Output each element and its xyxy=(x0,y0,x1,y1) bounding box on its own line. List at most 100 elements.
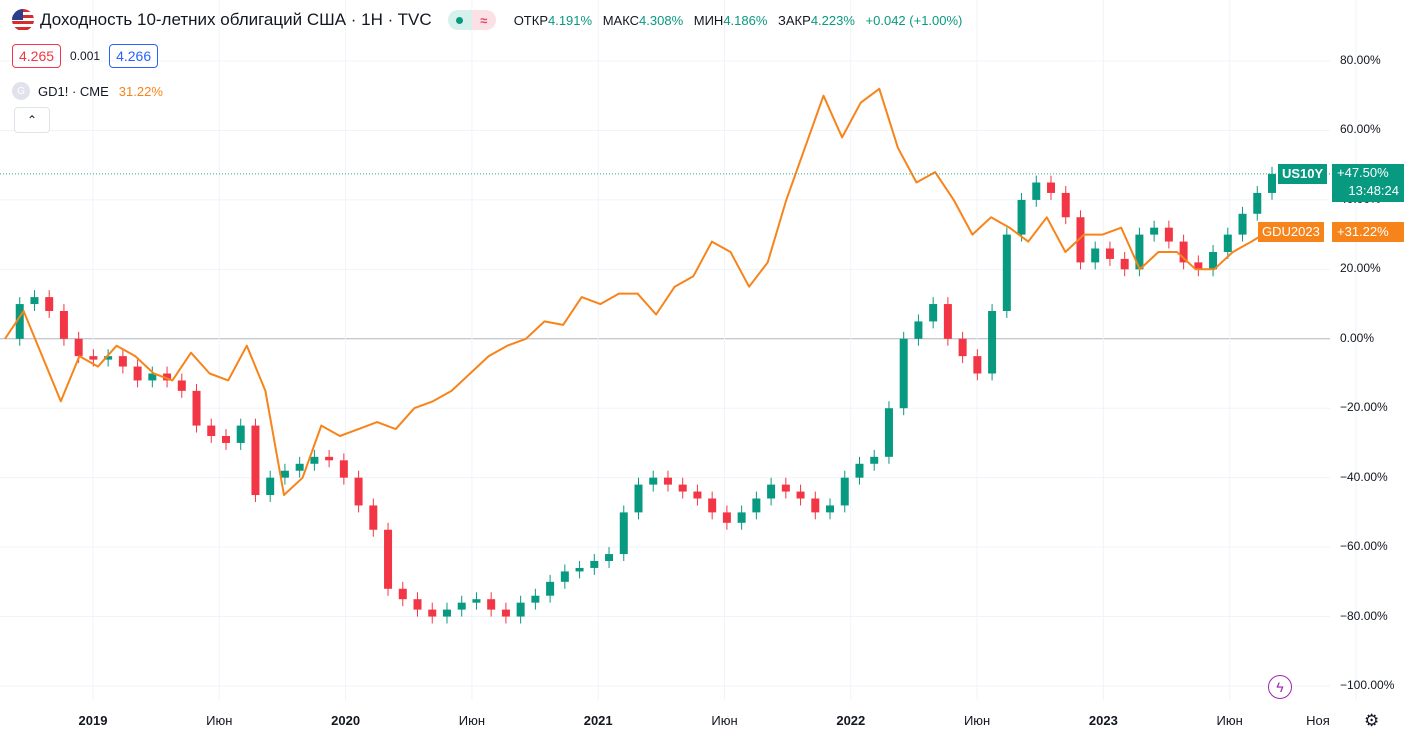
candle-body xyxy=(45,297,54,311)
candle-body xyxy=(958,338,967,357)
candle-body xyxy=(1164,227,1173,242)
change-value: +0.042 (+1.00%) xyxy=(865,12,963,28)
candle-body xyxy=(855,463,864,478)
time-axis-label: 2023 xyxy=(1088,713,1118,728)
wave-icon: ≈ xyxy=(471,10,496,30)
gdu-symbol-tag: GDU2023 xyxy=(1258,222,1324,242)
price-axis-label: −40.00% xyxy=(1340,469,1388,484)
price-axis-label: 20.00% xyxy=(1340,261,1381,276)
collapse-legend-button[interactable]: ⌃ xyxy=(14,107,50,133)
price-axis-label: 60.00% xyxy=(1340,122,1381,137)
chevron-up-icon: ⌃ xyxy=(26,113,38,127)
candle-body xyxy=(1061,192,1070,218)
grid-lines xyxy=(0,0,1357,700)
price-axis-label: −100.00% xyxy=(1340,678,1395,692)
us10y-symbol-tag: US10Y xyxy=(1278,164,1328,184)
gdu-value-tag: +31.22% xyxy=(1332,222,1404,242)
candle-body xyxy=(1209,251,1218,270)
candle-body xyxy=(546,581,555,596)
candle-body xyxy=(1105,248,1114,259)
candle-body xyxy=(1223,234,1232,252)
compare-symbol-logo: G xyxy=(12,82,30,100)
open-label: ОТКР xyxy=(513,12,548,28)
candle-body xyxy=(15,304,24,339)
buy-button[interactable]: 4.266 xyxy=(109,44,159,68)
candle-body xyxy=(840,477,849,506)
candle-body xyxy=(177,380,186,391)
candle-body xyxy=(1002,234,1011,311)
candle-body xyxy=(148,373,157,381)
candle-body xyxy=(1268,173,1276,193)
price-axis-label: −20.00% xyxy=(1340,400,1388,415)
candle-body xyxy=(1238,213,1247,235)
time-axis-label: 2019 xyxy=(78,713,108,728)
time-axis-label: 2021 xyxy=(583,713,613,728)
candle-body xyxy=(943,304,952,339)
us-flag-icon xyxy=(12,9,34,31)
candle-body xyxy=(575,567,584,572)
candle-body xyxy=(899,338,908,409)
candle-body xyxy=(1032,182,1041,200)
candle-body xyxy=(192,390,201,426)
gear-icon[interactable]: ⚙ xyxy=(1364,711,1379,731)
candle-body xyxy=(118,356,127,367)
time-axis-label: Июн xyxy=(206,713,233,728)
high-label: МАКС xyxy=(602,12,640,28)
candle-body xyxy=(280,470,289,478)
price-axis-label: 80.00% xyxy=(1340,53,1381,67)
candle-body xyxy=(74,338,83,357)
candle-body xyxy=(649,477,658,485)
candle-body xyxy=(59,311,68,339)
bid-ask-row: 4.265 0.001 4.266 xyxy=(12,44,159,68)
lightning-glyph: ϟ xyxy=(1276,679,1284,695)
candle-body xyxy=(722,512,731,523)
sell-button[interactable]: 4.265 xyxy=(12,44,62,68)
candle-body xyxy=(737,512,746,523)
candle-body xyxy=(457,602,466,610)
compare-symbol-name: GD1! · CME xyxy=(38,83,109,99)
time-axis-label: 2020 xyxy=(331,713,361,728)
close-value: 4.223% xyxy=(810,12,855,28)
candle-body xyxy=(531,595,540,603)
candle-body xyxy=(516,602,525,617)
candle-body xyxy=(310,456,319,464)
time-axis-label: Ноя xyxy=(1306,713,1330,728)
candle-body xyxy=(1017,199,1026,235)
lightning-icon[interactable]: ϟ xyxy=(1268,675,1292,699)
time-axis-label: Июн xyxy=(963,713,991,728)
candle-body xyxy=(708,498,717,513)
candle-body xyxy=(398,588,407,600)
low-value: 4.186% xyxy=(723,12,768,28)
candle-body xyxy=(1253,192,1262,214)
candle-body xyxy=(428,609,437,617)
time-axis-label: 2022 xyxy=(836,713,866,728)
candle-body xyxy=(369,505,378,530)
candle-body xyxy=(826,505,835,513)
candle-body xyxy=(487,599,496,610)
candle-body xyxy=(767,484,776,499)
spread-value: 0.001 xyxy=(70,49,101,63)
candle-body xyxy=(693,491,702,499)
candle-body xyxy=(133,366,142,381)
us10y-countdown: 13:48:24 xyxy=(1348,183,1399,198)
candle-body xyxy=(501,609,510,617)
candle-body xyxy=(1179,241,1188,263)
candle-body xyxy=(1194,262,1203,270)
compare-legend[interactable]: G GD1! · CME 31.22% xyxy=(12,82,163,100)
candle-body xyxy=(1047,182,1056,193)
candle-body xyxy=(251,425,260,496)
candle-body xyxy=(221,436,230,443)
candle-body xyxy=(988,311,997,374)
high-value: 4.308% xyxy=(639,12,684,28)
candle-body xyxy=(796,491,805,499)
symbol-title[interactable]: Доходность 10-летних облигаций США · 1H … xyxy=(40,10,432,29)
candle-body xyxy=(634,484,643,513)
candle-body xyxy=(295,463,304,471)
candle-body xyxy=(104,356,113,360)
candle-body xyxy=(884,408,893,457)
candle-body xyxy=(678,484,687,492)
close-label: ЗАКР xyxy=(778,12,811,28)
candle-body xyxy=(811,498,820,513)
market-status-pill[interactable]: ≈ xyxy=(447,10,496,30)
